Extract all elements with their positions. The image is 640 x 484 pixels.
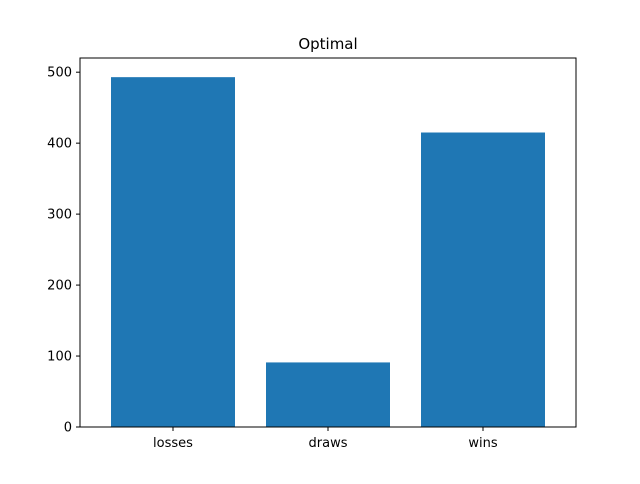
y-tick-label: 0 bbox=[64, 421, 72, 436]
bar-wins bbox=[421, 132, 545, 427]
x-tick-label-losses: losses bbox=[153, 436, 193, 451]
y-tick-label: 300 bbox=[47, 208, 72, 223]
plot-frame bbox=[79, 57, 577, 428]
x-tick-label-wins: wins bbox=[468, 436, 497, 451]
bar-draws bbox=[266, 362, 390, 427]
y-tick-label: 100 bbox=[47, 350, 72, 365]
bar-losses bbox=[111, 77, 235, 428]
y-axis: 0 100 200 300 400 500 bbox=[47, 66, 80, 436]
bars-layer bbox=[111, 77, 545, 428]
y-tick-label: 200 bbox=[47, 279, 72, 294]
y-tick-label: 500 bbox=[47, 66, 72, 81]
y-tick-label: 400 bbox=[47, 137, 72, 152]
chart-title: Optimal bbox=[298, 35, 357, 53]
x-tick-label-draws: draws bbox=[309, 436, 348, 451]
x-axis: losses draws wins bbox=[153, 427, 498, 451]
